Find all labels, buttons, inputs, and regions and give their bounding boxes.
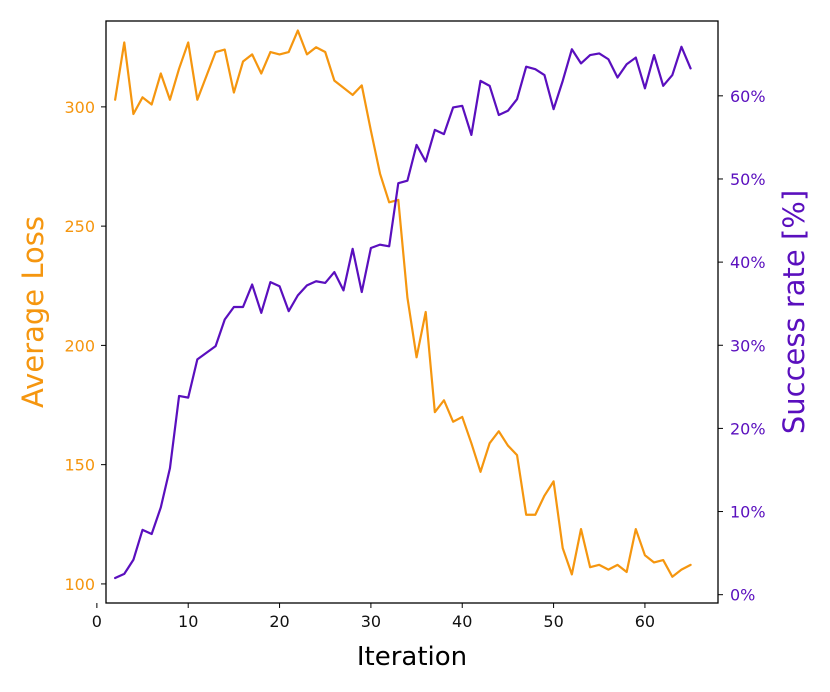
x-tick-label: 30 xyxy=(361,612,381,631)
y-axis-left-label: Average Loss xyxy=(16,216,50,408)
series-layer xyxy=(114,29,692,580)
average-loss-series-line xyxy=(114,29,692,578)
y-left-tick-label: 200 xyxy=(64,336,95,355)
y-left-tick-label: 150 xyxy=(64,456,95,475)
y-left-tick-label: 250 xyxy=(64,217,95,236)
x-tick-label: 0 xyxy=(92,612,102,631)
y-right-tick-label: 60% xyxy=(730,87,766,106)
y-right-tick-label: 30% xyxy=(730,336,766,355)
y-left-tick-label: 300 xyxy=(64,98,95,117)
x-tick-label: 10 xyxy=(178,612,198,631)
x-tick-label: 60 xyxy=(635,612,655,631)
x-tick-label: 20 xyxy=(269,612,289,631)
y-right-tick-label: 20% xyxy=(730,419,766,438)
x-tick-label: 50 xyxy=(543,612,563,631)
y-axis-right-label: Success rate [%] xyxy=(777,190,811,434)
ticks-layer: 0 10 20 30 40 50 60 100 150 200 250 300 0% 10% 20% 30% 4… xyxy=(64,87,765,631)
x-axis-label: Iteration xyxy=(357,642,467,672)
y-right-tick-label: 40% xyxy=(730,253,766,272)
y-right-tick-label: 50% xyxy=(730,170,766,189)
y-right-tick-label: 10% xyxy=(730,503,766,522)
y-right-tick-label: 0% xyxy=(730,586,755,605)
x-tick-label: 40 xyxy=(452,612,472,631)
plot-frame xyxy=(105,20,719,604)
y-left-tick-label: 100 xyxy=(64,575,95,594)
success-rate-series-line xyxy=(114,45,692,580)
